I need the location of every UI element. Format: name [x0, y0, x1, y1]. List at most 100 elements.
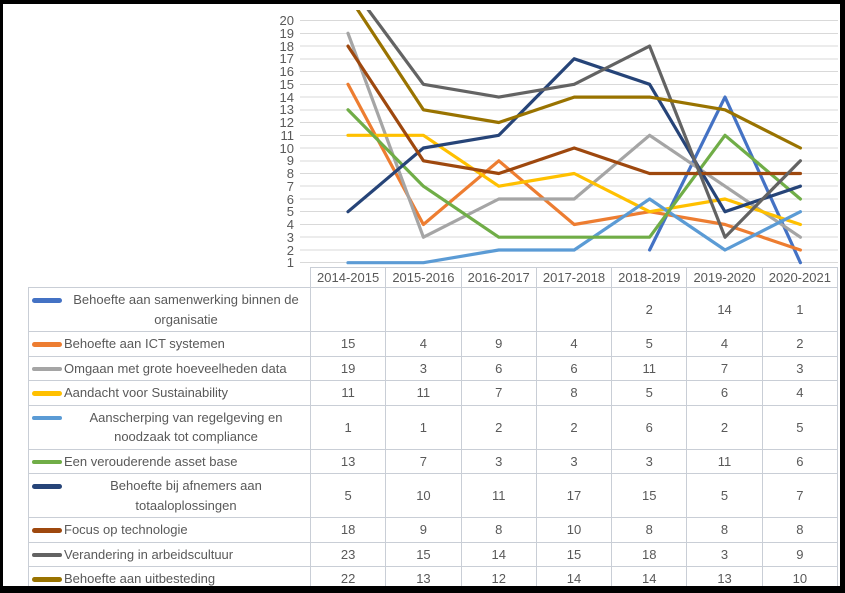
legend-key-icon — [32, 366, 62, 371]
value-cell: 15 — [611, 473, 688, 518]
series-label: Behoefte aan ICT systemen — [64, 336, 225, 351]
value-cell — [385, 287, 462, 332]
x-axis-category-label: 2019-2020 — [686, 267, 763, 288]
value-cell: 5 — [611, 331, 688, 357]
value-cell: 3 — [385, 355, 462, 381]
series-label: Verandering in arbeidscultuur — [64, 546, 234, 562]
value-cell: 6 — [611, 404, 688, 450]
y-axis-tick-label: 11 — [280, 127, 295, 143]
value-cell: 10 — [761, 566, 839, 592]
value-cell: 5 — [309, 473, 387, 518]
value-cell — [309, 287, 387, 332]
value-cell: 18 — [611, 541, 688, 567]
series-line-4 — [346, 197, 803, 265]
series-label-cell: Behoefte bij afnemers aan totaaloplossin… — [28, 473, 311, 518]
series-label: Aanscherping van regelgeving en noodzaak… — [89, 409, 283, 445]
series-label: Omgaan met grote hoeveelheden data — [64, 360, 287, 376]
value-cell: 7 — [385, 448, 462, 474]
value-cell: 11 — [611, 355, 688, 381]
y-axis-tick-label: 5 — [286, 204, 294, 220]
legend-key-icon — [32, 391, 62, 396]
y-axis-tick-label: 12 — [279, 115, 294, 130]
table-row: Behoefte aan uitbesteding 22 13 12 14 14 13 10 — [28, 566, 839, 592]
value-cell: 8 — [535, 380, 613, 406]
value-cell: 4 — [761, 380, 839, 406]
value-cell: 5 — [686, 473, 763, 518]
series-line-0 — [647, 95, 803, 265]
value-cell: 1 — [385, 404, 462, 450]
series-line-1 — [346, 82, 803, 252]
series-label: Een verouderende asset base — [64, 453, 238, 469]
value-cell: 15 — [309, 331, 387, 357]
value-cell: 22 — [309, 566, 387, 592]
table-row: Focus op technologie 18 9 8 10 8 8 8 — [28, 517, 839, 543]
value-cell: 2 — [686, 404, 763, 450]
y-axis-tick-label: 6 — [286, 191, 294, 207]
value-cell: 15 — [385, 541, 462, 567]
y-axis-tick-label: 16 — [279, 64, 294, 80]
y-axis-tick-label: 7 — [286, 178, 294, 194]
y-axis-tick-label: 8 — [286, 166, 294, 181]
x-axis-category-label: 2018-2019 — [611, 267, 688, 288]
value-cell: 11 — [309, 380, 387, 406]
table-corner-blank-cell — [29, 268, 311, 288]
value-cell: 1 — [309, 404, 387, 450]
y-axis-tick-label: 19 — [279, 25, 294, 41]
value-cell: 14 — [686, 287, 763, 332]
series-label-cell: Behoefte aan uitbesteding — [28, 566, 311, 592]
table-row: Een verouderende asset base 13 7 3 3 3 11 6 — [28, 448, 839, 474]
value-cell: 10 — [535, 517, 613, 543]
y-axis-tick-label: 2 — [286, 242, 294, 258]
value-cell: 5 — [761, 404, 839, 450]
value-cell: 3 — [460, 448, 537, 474]
value-cell — [535, 287, 613, 332]
value-cell: 8 — [460, 517, 537, 543]
value-cell: 3 — [611, 448, 688, 474]
value-cell: 15 — [535, 541, 613, 567]
value-cell: 6 — [535, 355, 613, 381]
series-label-cell: Omgaan met grote hoeveelheden data — [28, 355, 311, 381]
table-row: Behoefte aan ICT systemen 15 4 9 4 5 4 2 — [28, 331, 839, 357]
x-axis-category-label: 2014-2015 — [309, 267, 387, 288]
series-line-7 — [346, 44, 803, 176]
series-line-9 — [355, 10, 803, 150]
series-line-6 — [346, 57, 803, 214]
y-axis-tick-label: 3 — [286, 229, 294, 245]
x-axis-category-label: 2016-2017 — [460, 267, 537, 288]
value-cell: 14 — [535, 566, 613, 592]
value-cell: 2 — [535, 404, 613, 450]
value-cell: 11 — [686, 448, 763, 474]
series-line-3 — [346, 133, 803, 227]
legend-key-icon — [32, 577, 62, 582]
y-axis-tick-label: 13 — [279, 102, 294, 118]
value-cell: 13 — [309, 448, 387, 474]
y-axis-tick-label: 17 — [279, 51, 294, 67]
value-cell: 8 — [686, 517, 763, 543]
series-label: Behoefte aan samenwerking binnen de orga… — [73, 292, 299, 327]
series-label-cell: Aandacht voor Sustainability — [28, 380, 311, 406]
y-axis-tick-label: 14 — [279, 89, 294, 105]
x-axis-category-label: 2020-2021 — [761, 267, 839, 288]
value-cell: 13 — [686, 566, 763, 592]
table-row: Aandacht voor Sustainability 11 11 7 8 5 6 4 — [28, 380, 839, 406]
value-cell: 7 — [686, 355, 763, 381]
value-cell: 4 — [535, 331, 613, 357]
value-cell: 3 — [686, 541, 763, 567]
value-cell: 12 — [460, 566, 537, 592]
value-cell: 3 — [535, 448, 613, 474]
legend-key-icon — [32, 552, 62, 557]
y-axis-tick-label: 1 — [286, 255, 294, 271]
value-cell: 11 — [385, 380, 462, 406]
legend-key-icon — [32, 298, 62, 303]
table-row: Verandering in arbeidscultuur 23 15 14 15 18 3… — [28, 541, 839, 567]
table-row: Aanscherping van regelgeving en noodzaak… — [28, 404, 839, 450]
y-axis-tick-label: 20 — [279, 13, 294, 29]
series-label-cell: Focus op technologie — [28, 517, 311, 543]
legend-key-icon — [32, 342, 62, 347]
value-cell: 14 — [460, 541, 537, 567]
category-header-row: 2014-2015 2015-2016 2016-2017 2017-2018 2018… — [29, 267, 839, 288]
value-cell: 18 — [309, 517, 387, 543]
value-cell: 8 — [611, 517, 688, 543]
